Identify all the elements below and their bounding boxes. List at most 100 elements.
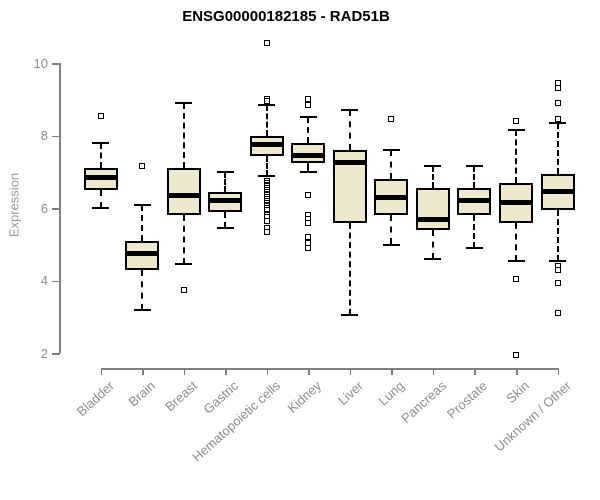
upper-whisker — [348, 110, 351, 151]
upper-whisker-cap — [299, 116, 317, 119]
x-tick — [349, 368, 352, 375]
median-line — [83, 174, 118, 180]
lower-whisker-cap — [175, 263, 193, 266]
median-line — [208, 198, 243, 204]
outlier-point — [554, 99, 561, 106]
x-tick — [266, 368, 269, 375]
lower-whisker-cap — [465, 247, 483, 250]
lower-whisker-cap — [424, 258, 442, 261]
upper-whisker — [224, 171, 227, 192]
upper-whisker — [307, 117, 310, 143]
outlier-point — [554, 279, 561, 286]
x-tick — [474, 368, 476, 375]
lower-whisker-cap — [92, 207, 109, 210]
outlier-point — [388, 116, 395, 123]
median-line — [374, 194, 409, 200]
lower-whisker-cap — [216, 227, 234, 230]
upper-whisker-cap — [382, 149, 400, 152]
lower-whisker — [515, 222, 517, 261]
y-tick — [52, 353, 60, 355]
x-tick — [183, 368, 186, 375]
outlier-point — [263, 40, 270, 47]
median-line — [125, 251, 160, 257]
lower-whisker-cap — [299, 170, 317, 173]
upper-whisker — [182, 102, 185, 169]
lower-whisker — [473, 215, 476, 249]
upper-whisker-cap — [341, 109, 359, 112]
x-tick — [557, 368, 560, 375]
upper-whisker-cap — [258, 103, 276, 106]
outlier-point — [305, 219, 312, 226]
y-tick-label: 4 — [40, 273, 48, 289]
outlier-point — [139, 163, 146, 170]
lower-whisker-cap — [258, 174, 276, 177]
x-tick — [308, 368, 310, 375]
upper-whisker — [473, 166, 476, 189]
lower-whisker — [141, 269, 144, 310]
y-tick — [52, 280, 60, 283]
x-axis-line — [100, 368, 558, 370]
upper-whisker — [99, 142, 102, 169]
outlier-point — [554, 266, 561, 273]
median-line — [332, 160, 367, 166]
box-breast — [166, 168, 201, 216]
outlier-point — [554, 85, 561, 92]
lower-whisker — [224, 211, 227, 229]
median-line — [166, 192, 201, 198]
upper-whisker-cap — [92, 141, 109, 144]
y-tick — [52, 208, 60, 210]
median-line — [291, 153, 326, 159]
y-tick-label: 8 — [40, 128, 48, 144]
upper-whisker-cap — [549, 121, 567, 124]
outlier-point — [263, 98, 270, 105]
lower-whisker — [182, 215, 185, 265]
upper-whisker-cap — [465, 165, 483, 168]
outlier-point — [554, 310, 561, 317]
upper-whisker-cap — [175, 101, 193, 104]
lower-whisker-cap — [341, 314, 359, 317]
outlier-point — [305, 192, 312, 199]
lower-whisker — [348, 222, 351, 316]
lower-whisker — [307, 162, 310, 172]
lower-whisker — [265, 155, 268, 176]
lower-whisker-cap — [507, 259, 525, 262]
lower-whisker-cap — [133, 308, 151, 311]
outlier-point — [554, 116, 561, 123]
x-tick — [516, 368, 518, 375]
upper-whisker — [431, 166, 434, 189]
outlier-point — [513, 118, 519, 125]
median-line — [540, 189, 575, 195]
y-tick-label: 10 — [33, 55, 48, 71]
outlier-point — [180, 286, 187, 293]
y-tick-label: 2 — [40, 345, 48, 361]
median-line — [249, 142, 284, 148]
outlier-point — [305, 101, 312, 108]
outlier-point — [513, 352, 519, 359]
upper-whisker-cap — [507, 129, 525, 132]
lower-whisker — [431, 229, 434, 259]
box-pancreas — [415, 188, 450, 230]
x-tick — [142, 368, 144, 375]
x-tick — [432, 368, 435, 375]
y-tick-label: 6 — [40, 200, 48, 216]
median-line — [457, 198, 492, 204]
upper-whisker — [556, 122, 559, 174]
lower-whisker — [99, 190, 102, 209]
x-tick — [100, 368, 102, 375]
chart-title: ENSG00000182185 - RAD51B — [182, 8, 390, 25]
upper-whisker — [515, 130, 517, 183]
upper-whisker-cap — [424, 165, 442, 168]
outlier-point — [263, 228, 270, 235]
lower-whisker-cap — [382, 243, 400, 246]
lower-whisker-cap — [549, 259, 567, 262]
upper-whisker — [141, 204, 144, 241]
outlier-point — [305, 245, 312, 252]
outlier-point — [263, 217, 270, 224]
y-tick — [52, 135, 60, 138]
upper-whisker — [265, 104, 268, 136]
upper-whisker-cap — [133, 203, 151, 206]
x-tick — [225, 368, 227, 375]
upper-whisker — [390, 150, 393, 180]
lower-whisker — [390, 215, 393, 245]
